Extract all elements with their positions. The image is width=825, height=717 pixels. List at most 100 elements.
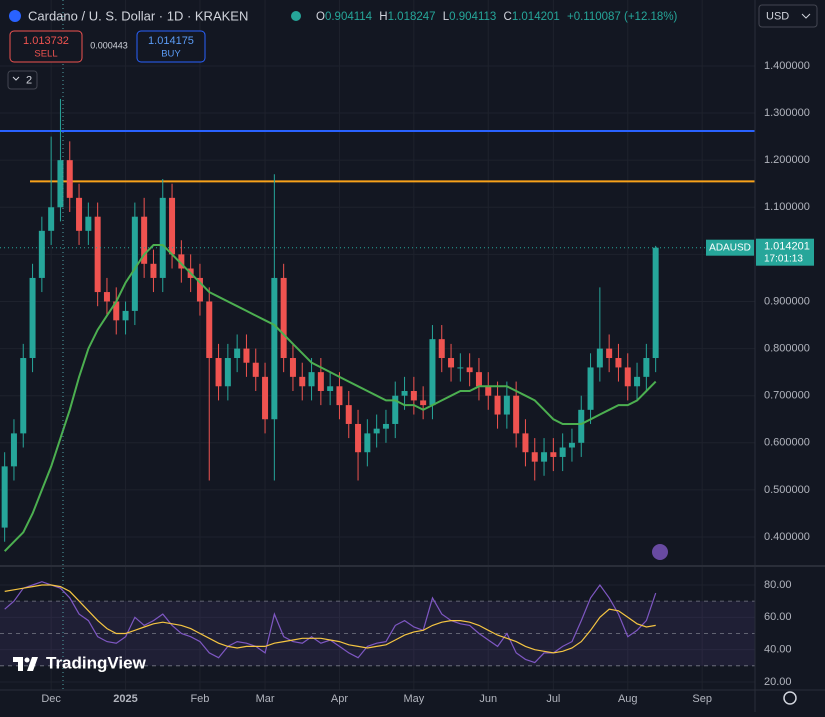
buy-label: BUY: [161, 49, 181, 60]
candle-body: [355, 423, 362, 453]
rsi-tick-label: 40.00: [764, 644, 792, 656]
candle-body: [66, 160, 73, 198]
candle-body: [141, 216, 148, 264]
candle-body: [494, 395, 501, 415]
y-tick-label: 1.100000: [764, 201, 810, 213]
ohlc-value: 1.018247: [388, 11, 436, 23]
grid: [0, 0, 755, 690]
candle-body: [85, 216, 92, 231]
x-tick-label: Feb: [190, 693, 209, 705]
currency-button[interactable]: [758, 4, 818, 28]
candle-body: [243, 348, 250, 363]
y-tick-label: 1.200000: [764, 154, 810, 166]
candle-body: [178, 254, 185, 269]
rsi-tick-label: 20.00: [764, 676, 792, 688]
symbol-label-box: [706, 239, 754, 256]
indicators-count: 2: [26, 74, 32, 86]
x-tick-label: Apr: [331, 693, 348, 705]
candle-body: [448, 358, 455, 368]
candle-body: [345, 405, 352, 424]
candle-body: [131, 216, 138, 311]
candle-body: [299, 376, 306, 387]
candle-body: [159, 197, 166, 278]
candle-body: [57, 160, 64, 208]
candle-body: [206, 301, 213, 359]
y-tick-label: 0.700000: [764, 390, 810, 402]
candle-body: [122, 310, 129, 321]
candle-body: [48, 207, 55, 231]
plot-area: [0, 98, 755, 667]
sell-button[interactable]: [9, 30, 83, 63]
candle-body: [252, 362, 259, 377]
candle-body: [513, 395, 520, 434]
ohlc-value: 1.014201: [512, 11, 560, 23]
candle-body: [457, 367, 464, 369]
candle-body: [531, 452, 538, 462]
candle-body: [373, 428, 380, 434]
buy-button[interactable]: [136, 30, 206, 63]
settings-icon[interactable]: [783, 691, 797, 705]
y-tick-label: 1.300000: [764, 107, 810, 119]
x-tick-label: Jun: [479, 693, 497, 705]
x-tick-label: Mar: [256, 693, 275, 705]
candle-body: [587, 367, 594, 410]
x-tick-label: Jul: [546, 693, 560, 705]
candle-body: [382, 423, 389, 429]
candle-body: [280, 277, 287, 359]
candle-body: [169, 197, 176, 255]
candle-body: [94, 216, 101, 293]
indicators-toggle[interactable]: [7, 70, 38, 90]
x-tick-label: Dec: [41, 693, 61, 705]
candle-body: [327, 386, 334, 391]
brand-name: TradingView: [46, 653, 147, 672]
candle-body: [38, 230, 45, 278]
candle-body: [29, 277, 36, 359]
x-tick-label: Sep: [692, 693, 712, 705]
countdown: 17:01:13: [764, 253, 803, 264]
candle-body: [150, 263, 157, 278]
candle-body: [559, 447, 566, 457]
candle-body: [76, 197, 83, 231]
axes: 0.400000 0.500000 0.600000 0.700000 0.800000…: [41, 60, 814, 705]
y-tick-label: 0.800000: [764, 342, 810, 354]
candle-body: [410, 390, 417, 401]
symbol-title[interactable]: Cardano / U. S. Dollar · 1D · KRAKEN: [28, 8, 248, 23]
candle-body: [652, 247, 659, 359]
brand-logo-dot: [24, 657, 30, 663]
candle-body: [420, 400, 427, 406]
ohlc-value: 0.904114: [325, 11, 373, 23]
candle-body: [20, 358, 27, 434]
candle-body: [615, 358, 622, 368]
dropdown-icon: [801, 13, 811, 19]
candle-body: [336, 386, 343, 406]
candle-body: [401, 390, 408, 396]
toggle-icon: [12, 76, 20, 81]
x-tick-label: Aug: [618, 693, 638, 705]
y-tick-label: 0.400000: [764, 531, 810, 543]
sell-price: 1.013732: [23, 35, 69, 47]
rsi-line: [4, 584, 656, 654]
y-tick-label: 1.400000: [764, 60, 810, 72]
candle-body: [485, 386, 492, 396]
candle-body: [224, 358, 231, 387]
candle-body: [262, 376, 269, 420]
candle-body: [606, 348, 613, 359]
ohlc-values: O0.904114 H1.018247 L0.904113 C1.014201 …: [316, 11, 678, 23]
candle-body: [317, 372, 324, 391]
moving-average: [3, 244, 657, 552]
ohlc-label: C: [504, 11, 512, 23]
candle-body: [541, 452, 548, 462]
symbol-label: ADAUSD: [709, 242, 751, 253]
x-tick-label: May: [403, 693, 424, 705]
candle-body: [215, 358, 222, 387]
candle-body: [271, 277, 278, 420]
candle-body: [392, 395, 399, 424]
y-tick-label: 0.600000: [764, 437, 810, 449]
candle-body: [643, 358, 650, 377]
candle-body: [438, 339, 445, 359]
events-icon[interactable]: [652, 544, 668, 560]
candle-body: [429, 339, 436, 406]
candle-body: [234, 348, 241, 359]
ohlc-value: 0.904113: [449, 11, 496, 23]
